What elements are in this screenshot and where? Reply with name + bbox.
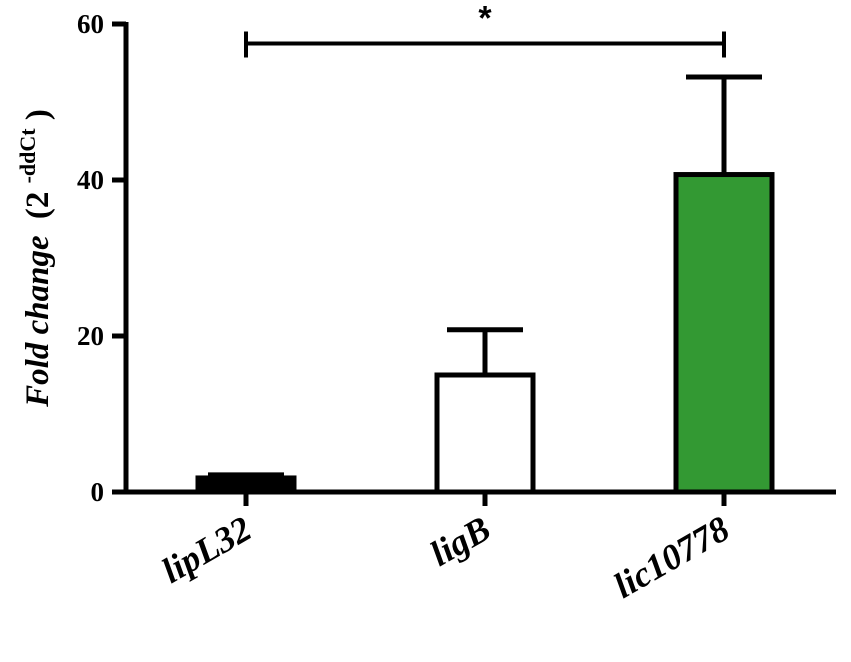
y-tick-label: 0 (91, 477, 105, 507)
y-tick-label: 40 (77, 165, 104, 195)
bar-lic10778 (673, 172, 775, 495)
x-tick-label: lic10778 (607, 508, 736, 606)
y-tick-label: 20 (77, 321, 104, 351)
plot-area: 0 20 40 60 lipL32 ligB lic10778 * (77, 0, 836, 606)
bar-ligB (434, 372, 536, 495)
y-axis-title-sup: -ddCt (15, 128, 40, 184)
y-axis-title-base: (2 (20, 192, 56, 220)
y-axis-title-close: ) (20, 109, 56, 120)
bar-lipL32 (195, 475, 297, 495)
significance-marker: * (478, 0, 492, 38)
y-tick-label: 60 (77, 9, 104, 39)
x-tick-label: ligB (423, 508, 497, 574)
svg-text:Fold change (2 -dd: Fold change (2 -ddCt ) (7, 109, 56, 408)
x-tick-label: lipL32 (155, 508, 258, 591)
y-axis-title: Fold change (2 -ddCt ) (7, 109, 56, 408)
y-axis-title-main: Fold change (20, 235, 56, 407)
